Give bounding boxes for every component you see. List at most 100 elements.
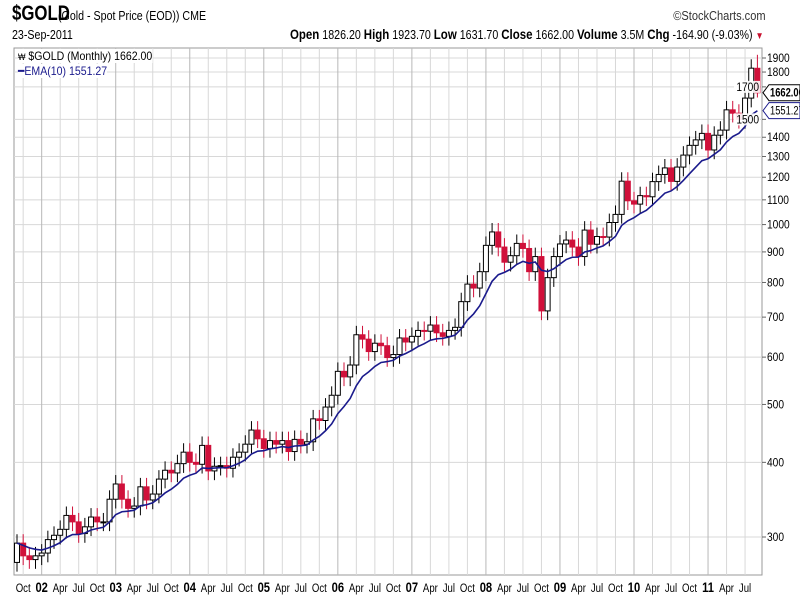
candle-body — [328, 394, 335, 408]
candle-body — [88, 516, 95, 528]
candle — [341, 362, 348, 387]
candle — [569, 231, 576, 257]
x-tick-label: 03 — [110, 580, 122, 595]
candle — [618, 172, 625, 224]
candle-body — [674, 166, 681, 182]
candle — [378, 334, 385, 355]
candle-body — [162, 469, 169, 480]
legend-ema: ━EMA(10) 1551.27 — [18, 64, 108, 78]
candle — [75, 512, 82, 543]
candle-body — [359, 334, 366, 340]
candlestick-icon: ₩ — [18, 52, 26, 62]
candle — [686, 136, 693, 165]
y-tick-label: 1000 — [767, 219, 790, 232]
candle-body — [686, 144, 693, 156]
candle-body — [476, 271, 483, 289]
x-tick-label: Jul — [295, 582, 307, 595]
y-tick-label: 1900 — [767, 52, 790, 65]
x-tick-label: 08 — [480, 580, 492, 595]
candle — [661, 158, 668, 184]
candle — [63, 506, 70, 539]
candle-body — [106, 498, 113, 523]
candle — [668, 158, 675, 191]
candle — [57, 520, 64, 545]
y-tick-label: 1100 — [767, 194, 789, 207]
x-tick-label: Apr — [423, 582, 438, 595]
candle-body — [341, 370, 348, 378]
candle — [131, 497, 138, 518]
candle-body — [149, 493, 156, 501]
candle-body — [186, 451, 193, 463]
candle — [38, 544, 45, 566]
candle-body — [680, 154, 687, 168]
candle — [470, 275, 477, 298]
x-tick-label: 04 — [184, 580, 196, 595]
candle-body — [637, 195, 644, 205]
candle — [544, 268, 551, 321]
x-tick-label: 05 — [258, 580, 270, 595]
x-tick-label: 10 — [628, 580, 640, 595]
y-tick-label: 1700 — [736, 81, 759, 94]
legend-ema-text: EMA(10) 1551.27 — [24, 64, 108, 78]
candle-body — [649, 181, 656, 198]
candle — [162, 461, 169, 489]
y-tick-label: 400 — [767, 457, 784, 470]
candle-body — [143, 486, 150, 501]
candle — [88, 508, 95, 537]
candle-body — [439, 332, 446, 337]
candle-body — [168, 469, 175, 474]
candle — [94, 508, 101, 532]
candle — [643, 186, 650, 207]
candle-body — [606, 222, 613, 238]
x-tick-label: Oct — [16, 582, 31, 595]
candle-body — [192, 461, 199, 465]
candle — [439, 323, 446, 346]
candle — [192, 453, 199, 474]
x-tick-label: Oct — [90, 582, 105, 595]
x-tick-label: Jul — [517, 582, 529, 595]
candle — [365, 330, 372, 361]
y-tick-label-bg — [734, 113, 760, 126]
candle-body — [174, 463, 181, 474]
x-tick-label: Jul — [665, 582, 677, 595]
candle-body — [526, 247, 533, 273]
chg-label: Chg — [647, 26, 670, 42]
x-tick-label: Apr — [645, 582, 660, 595]
x-tick-label: Oct — [238, 582, 253, 595]
x-tick-label: Apr — [53, 582, 68, 595]
candle-body — [180, 451, 187, 465]
candle-body — [458, 301, 465, 328]
candle — [112, 475, 119, 509]
candle-body — [322, 406, 329, 421]
candle-body — [569, 239, 576, 248]
x-tick-label: Jul — [221, 582, 233, 595]
copyright[interactable]: ©StockCharts.com — [673, 8, 766, 23]
candle-body — [131, 505, 138, 509]
candle — [692, 130, 699, 155]
x-tick-label: 06 — [332, 580, 344, 595]
chart-date: 23-Sep-2011 — [12, 27, 73, 42]
candle-body — [489, 231, 496, 246]
candle-body — [118, 483, 125, 500]
symbol-description: (Gold - Spot Price (EOD)) CME — [58, 8, 207, 23]
candle-body — [408, 335, 415, 343]
candle-body — [470, 283, 477, 289]
candle — [637, 186, 644, 214]
candle-body — [273, 440, 280, 445]
high-value: 1923.70 — [392, 27, 432, 42]
last-price-tag-box — [762, 84, 800, 102]
candle-body — [600, 236, 607, 239]
x-tick-label: Oct — [534, 582, 549, 595]
candle-body — [396, 337, 403, 356]
y-tick-label: 800 — [767, 277, 784, 290]
candle — [624, 172, 631, 211]
ema-price-tag-text: 1551.27 — [770, 105, 800, 118]
candle — [495, 223, 502, 257]
plot-area — [13, 47, 763, 576]
quote-summary: Open 1826.20 High 1923.70 Low 1631.70 Cl… — [290, 26, 764, 42]
candle — [174, 454, 181, 483]
x-tick-label: Apr — [719, 582, 734, 595]
candle-body — [705, 132, 712, 151]
candle-body — [445, 329, 452, 337]
